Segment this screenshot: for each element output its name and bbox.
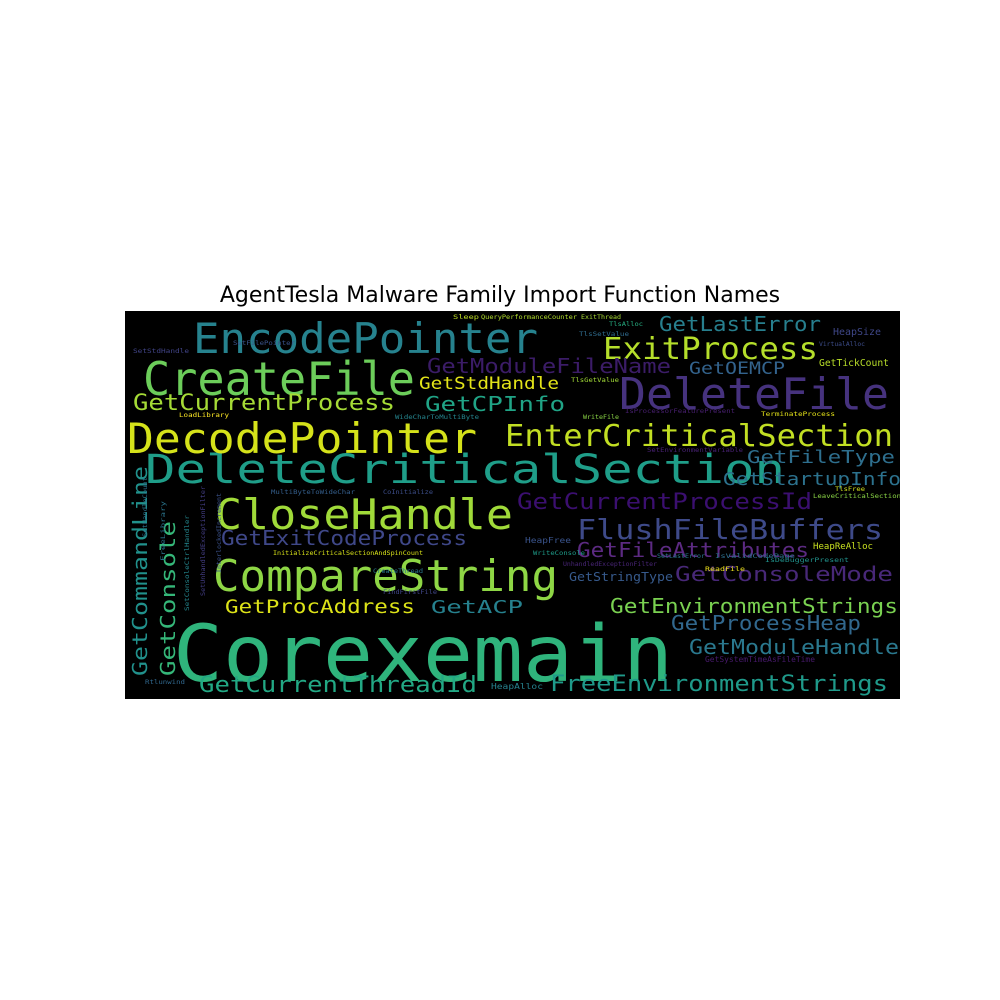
word-entercriticalsection: EnterCriticalSection <box>505 419 893 454</box>
word-heapsize: HeapSize <box>833 327 881 338</box>
word-getstartupinfo: GetStartupInfo <box>723 469 900 490</box>
chart-title: AgentTesla Malware Family Import Functio… <box>219 283 781 308</box>
word-getcurrentthreadid: GetCurrentThreadId <box>199 673 477 698</box>
word-getmodulehandle: GetModuleHandle <box>689 635 899 659</box>
word-getlasterror: GetLastError <box>659 312 821 336</box>
word-comparestring: CompareString <box>213 551 558 602</box>
word-cloud-canvas: Corexemain DeleteCriticalSectionDecodePoi… <box>125 311 900 699</box>
word-queryperformancecounter: QueryPerformanceCounter <box>481 314 577 321</box>
word-sleep: Sleep <box>453 314 480 321</box>
word-setunhandledexceptionfilter: SetUnhandledExceptionFilter <box>200 486 207 596</box>
word-heapfree: HeapFree <box>525 536 571 545</box>
word-unhandledexceptionfilter: UnhandledExceptionFilter <box>563 561 657 568</box>
word-closehandle: CloseHandle <box>215 490 513 539</box>
word-getenvironmentstrings: GetEnvironmentStrings <box>610 594 898 618</box>
word-initializecriticalsectionandspincount: InitializeCriticalSectionAndSpinCount <box>273 550 423 557</box>
word-writefile: WriteFile <box>583 414 619 421</box>
word-cloud: Corexemain DeleteCriticalSection DecodePoi… <box>125 311 900 699</box>
word-getcommandline: GetCommandLine <box>128 466 152 676</box>
word-getprocessheap: GetProcessHeap <box>671 611 861 635</box>
word-getconsolemode: GetConsoleMode <box>675 562 893 586</box>
word-setlasterror: SetLastError <box>657 553 705 560</box>
word-exitthread: ExitThread <box>581 314 621 321</box>
word-isdebuggerpresent: IsDebuggerPresent <box>765 557 850 564</box>
word-rtlunwind: Rtlunwind <box>145 679 185 686</box>
word-encodepointer: EncodePointer <box>193 314 538 363</box>
word-virtualalloc: VirtualAlloc <box>819 341 865 348</box>
word-coinitialize: CoInitialize <box>383 489 433 496</box>
word-freeenvironmentstrings: FreeEnvironmentStrings <box>550 672 888 697</box>
word-getsystemtimeasfiletime: GetSystemTimeAsFileTime <box>705 655 815 664</box>
word-deletefile: DeleteFile <box>619 369 889 420</box>
word-setfilepointer: SetFilePointer <box>233 340 295 347</box>
word-isvalidcodepage: IsValidCodePage <box>715 553 796 560</box>
word-getmodulefilename: GetModuleFileName <box>427 354 671 378</box>
word-heaprealloc: HeapReAlloc <box>813 542 873 552</box>
word-terminateprocess: TerminateProcess <box>761 411 835 418</box>
word-widechartomultibyte: WideCharToMultiByte <box>395 414 479 421</box>
word-setconsolectrlhandler: SetConsoleCtrlHandler <box>184 515 191 611</box>
word-flushfilebuffers: FlushFileBuffers <box>577 513 883 546</box>
word-interlockedincrement: InterlockedIncrement <box>216 493 223 573</box>
word-getacp: GetACP <box>431 597 523 618</box>
word-writeconsole: WriteConsole <box>533 550 585 557</box>
word-deletecriticalsection: DeleteCriticalSection <box>145 447 785 493</box>
word-tlsfree: TlsFree <box>835 486 865 493</box>
word-corexemain: Corexemain <box>173 610 673 699</box>
word-readfile: ReadFile <box>705 566 746 573</box>
word-getconsole: GetConsole <box>156 521 180 676</box>
word-createfile: CreateFile <box>143 352 415 406</box>
word-getfileattributes: GetFileAttributes <box>577 538 809 562</box>
word-getstdhandle: GetStdHandle <box>419 374 559 394</box>
word-leavecriticalsection: LeaveCriticalSection <box>813 493 900 500</box>
word-getexitcodeprocess: GetExitCodeProcess <box>221 526 467 550</box>
word-tlsgetvalue: TlsGetValue <box>571 377 619 384</box>
word-getcpinfo: GetCPInfo <box>425 392 565 416</box>
word-heapalloc: HeapAlloc <box>491 682 543 691</box>
word-multibytetowidechar: MultiByteToWideChar <box>271 489 355 496</box>
word-getcurrentprocess: GetCurrentProcess <box>133 391 395 416</box>
word-tlssetvalue: TlsSetValue <box>579 331 629 338</box>
word-loadlibrary: LoadLibrary <box>179 412 229 419</box>
word-decodepointer: DecodePointer <box>127 414 477 463</box>
word-tlsalloc: TlsAlloc <box>609 321 643 328</box>
word-setenvironmentvariable: SetEnvironmentVariable <box>647 447 743 454</box>
word-freelibrary: FreeLibrary <box>160 500 167 561</box>
word-getprocaddress: GetProcAddress <box>225 596 415 618</box>
word-getcurrentprocessid: GetCurrentProcessId <box>517 490 812 515</box>
word-isprocessorfeaturepresent: IsProcessorFeaturePresent <box>625 408 735 415</box>
word-findfirstfile: FindFirstFile <box>383 589 437 596</box>
word-getfiletype: GetFileType <box>747 447 895 468</box>
word-createthread: CreateThread <box>373 568 423 575</box>
word-setstdhandle: SetStdHandle <box>133 348 189 355</box>
word-gettickcount: GetTickCount <box>819 358 889 369</box>
word-exitprocess: ExitProcess <box>603 332 818 367</box>
word-getoemcp: GetOEMCP <box>689 359 785 379</box>
word-getstringtype: GetStringType <box>569 570 673 584</box>
word-sethandlecount: SetHandleCount <box>142 477 149 537</box>
